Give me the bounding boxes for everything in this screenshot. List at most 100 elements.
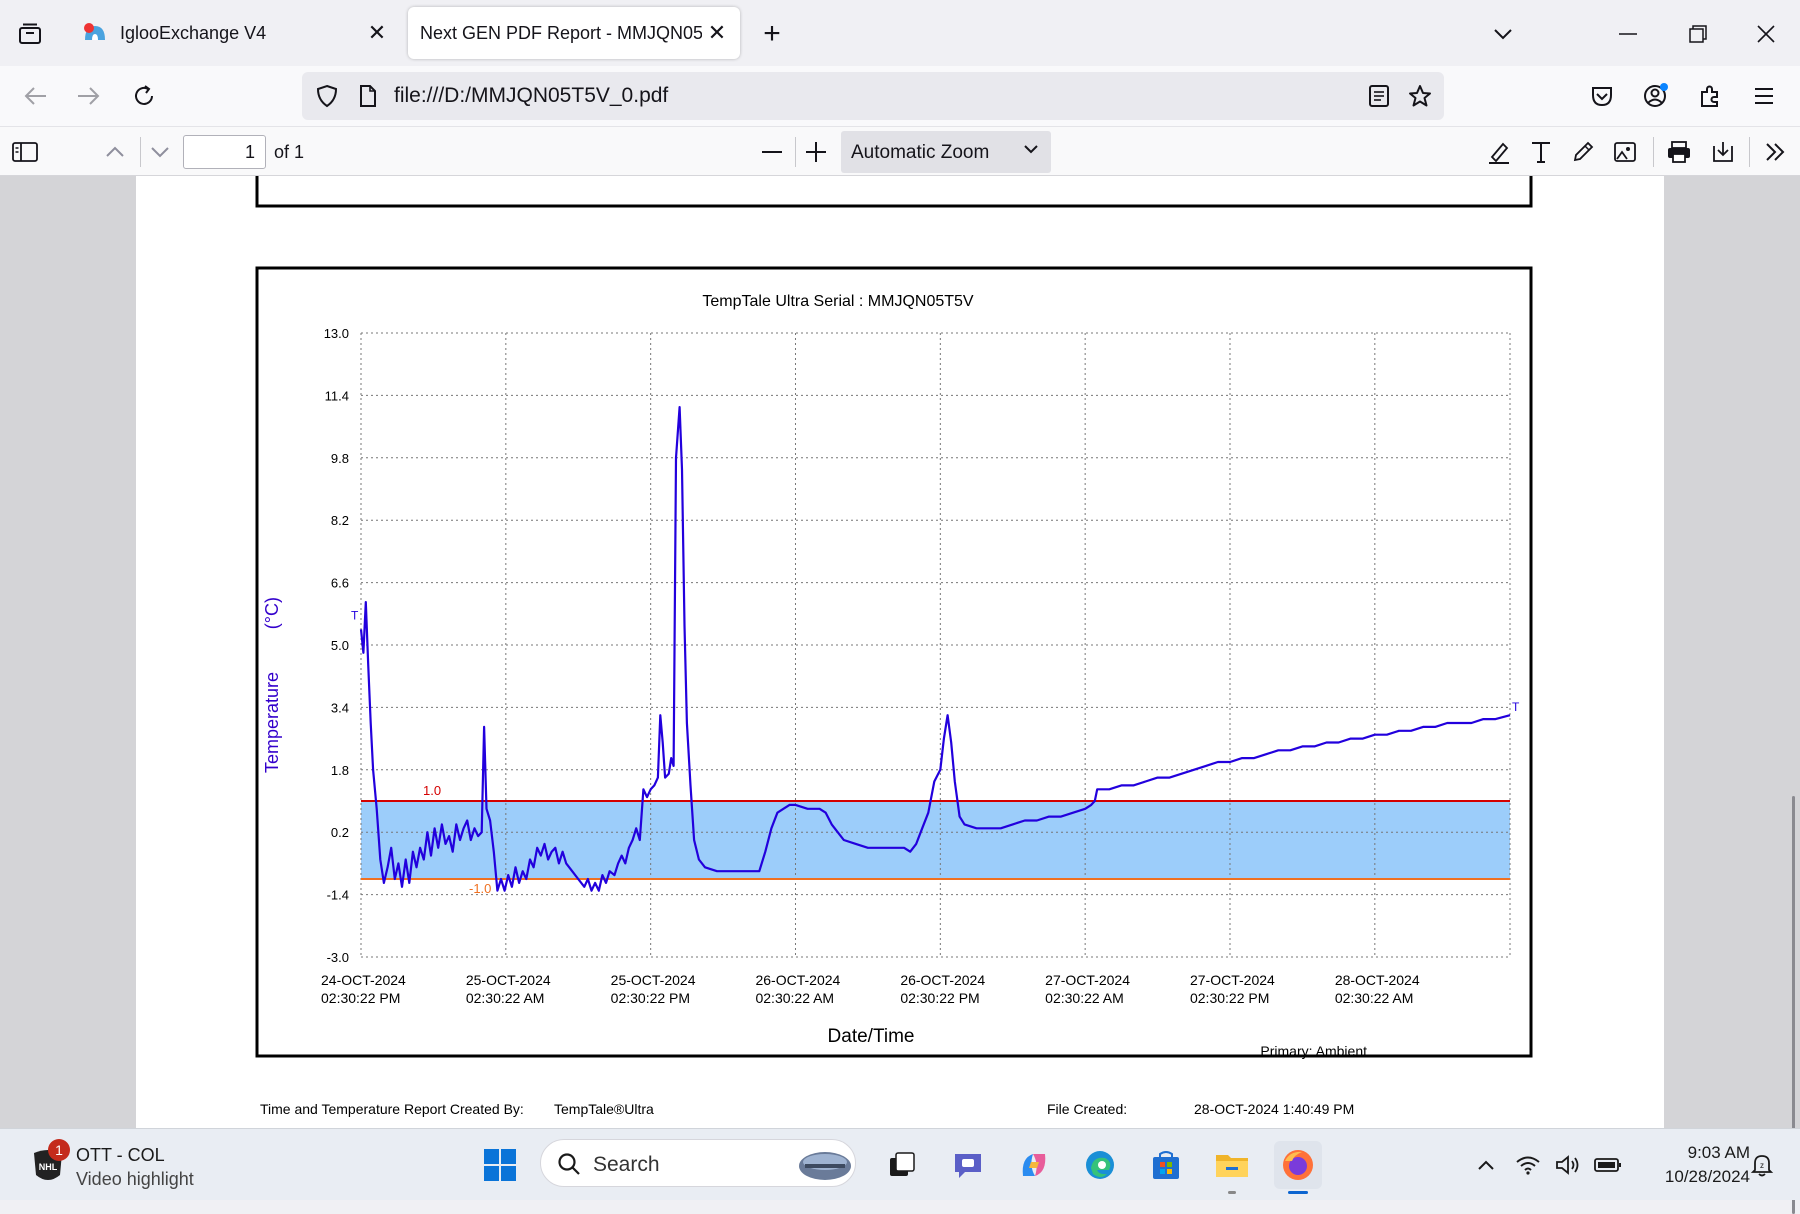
close-window-button[interactable] (1744, 14, 1788, 54)
minimize-icon (1619, 33, 1637, 35)
y-tick-label: 11.4 (325, 388, 349, 403)
y-tick-label: 1.8 (331, 763, 349, 778)
task-view-icon (890, 1152, 915, 1176)
x-tick-label: 02:30:22 AM (755, 990, 834, 1006)
sidebar-icon (12, 142, 38, 162)
reader-view-icon[interactable] (1368, 84, 1390, 108)
url-text[interactable]: file:///D:/MMJQN05T5V_0.pdf (394, 84, 669, 107)
print-button[interactable] (1662, 135, 1696, 169)
x-tick-label: 02:30:22 AM (466, 990, 545, 1006)
x-tick-label: 26-OCT-2024 (900, 972, 985, 988)
file-icon (360, 85, 376, 107)
previous-page-button[interactable] (98, 135, 132, 169)
temperature-series-line (359, 406, 1511, 892)
tools-menu-button[interactable] (1758, 135, 1792, 169)
search-placeholder: Search (593, 1153, 660, 1176)
y-axis-unit-label: (°C) (262, 597, 282, 629)
wifi-button[interactable] (1508, 1141, 1548, 1189)
chart-frame (255, 266, 1533, 1058)
x-tick-label: 02:30:22 PM (1190, 990, 1269, 1006)
download-icon (1713, 142, 1733, 162)
x-tick-label: 02:30:22 AM (1335, 990, 1414, 1006)
news-title: OTT - COL (76, 1145, 165, 1165)
x-tick-label: 02:30:22 PM (900, 990, 979, 1006)
show-hidden-icons-button[interactable] (1462, 1141, 1510, 1189)
draw-button[interactable] (1566, 135, 1600, 169)
battery-button[interactable] (1588, 1141, 1628, 1189)
acceptable-range-band (361, 801, 1510, 879)
news-badge: 1 (48, 1139, 70, 1161)
news-widget[interactable]: NHL 1 OTT - COL Video highlight (30, 1139, 230, 1191)
tab-close-icon[interactable]: ✕ (707, 20, 727, 45)
highlighter-icon (1489, 142, 1509, 164)
tab-close-icon[interactable]: ✕ (367, 20, 387, 45)
tab-list-button[interactable] (12, 18, 48, 50)
edge-button[interactable] (1076, 1141, 1124, 1189)
account-button[interactable] (1636, 76, 1676, 116)
bookmark-star-icon[interactable] (1408, 84, 1432, 108)
extensions-button[interactable] (1690, 76, 1730, 116)
add-image-button[interactable] (1608, 135, 1642, 169)
address-bar[interactable]: file:///D:/MMJQN05T5V_0.pdf (302, 72, 1444, 120)
new-tab-button[interactable]: + (763, 17, 781, 50)
notifications-button[interactable]: z (1742, 1141, 1782, 1189)
tab-pdf-report[interactable]: Next GEN PDF Report - MMJQN05T5V_0.pdf ✕ (408, 7, 740, 59)
restore-button[interactable] (1676, 14, 1720, 54)
page-count: of 1 (274, 142, 305, 162)
zoom-out-button[interactable] (755, 135, 789, 169)
image-icon (1614, 142, 1636, 162)
temperature-chart: 13.0 11.4 9.8 8.2 6.6 5.0 3.4 1.8 0.2 -1.4 -3.0 24-… (255, 176, 1533, 1117)
sidebar-toggle-button[interactable] (8, 135, 42, 169)
highlight-button[interactable] (1482, 135, 1516, 169)
app-menu-button[interactable] (1744, 76, 1784, 116)
task-view-button[interactable] (878, 1141, 926, 1189)
next-page-button[interactable] (143, 135, 177, 169)
x-tick-label: 28-OCT-2024 (1335, 972, 1420, 988)
svg-text:NHL: NHL (39, 1162, 58, 1172)
zoom-in-button[interactable] (799, 135, 833, 169)
tab-strip: IglooExchange V4 ✕ Next GEN PDF Report -… (0, 0, 1800, 66)
created-by-label: Time and Temperature Report Created By: (260, 1101, 524, 1117)
y-tick-label: 5.0 (331, 638, 349, 653)
firefox-button[interactable] (1274, 1141, 1322, 1194)
zoom-select[interactable]: Automatic Zoom (841, 131, 1051, 173)
minus-icon (762, 151, 782, 153)
x-tick-label: 27-OCT-2024 (1190, 972, 1275, 988)
x-tick-label: 27-OCT-2024 (1045, 972, 1130, 988)
speaker-icon (1556, 1155, 1579, 1175)
pocket-button[interactable] (1582, 76, 1622, 116)
pdf-viewer: 13.0 11.4 9.8 8.2 6.6 5.0 3.4 1.8 0.2 -1.4 -3.0 24-… (0, 176, 1800, 1214)
edge-browser-icon (1086, 1151, 1114, 1179)
copilot-button[interactable] (1010, 1141, 1058, 1189)
taskbar-search-box[interactable]: Search (540, 1139, 856, 1187)
firefox-icon (1283, 1150, 1313, 1180)
minimize-button[interactable] (1606, 14, 1650, 54)
tab-iglooexchange[interactable]: IglooExchange V4 ✕ (70, 7, 400, 59)
shield-icon[interactable] (316, 84, 338, 108)
battery-icon (1594, 1158, 1621, 1172)
text-button[interactable] (1524, 135, 1558, 169)
reload-icon (135, 85, 153, 105)
tab-list-icon (19, 23, 41, 44)
clock-time: 9:03 AM (1687, 1143, 1750, 1162)
system-clock[interactable]: 9:03 AM 10/28/2024 (1630, 1141, 1750, 1189)
file-explorer-button[interactable] (1208, 1141, 1256, 1194)
reload-button[interactable] (124, 76, 164, 116)
restore-icon (1689, 25, 1707, 43)
back-button[interactable] (16, 76, 56, 116)
vertical-scrollbar[interactable] (1792, 796, 1795, 1214)
list-all-tabs-button[interactable] (1481, 14, 1525, 54)
volume-button[interactable] (1548, 1141, 1588, 1189)
zoom-select-label: Automatic Zoom (851, 142, 990, 163)
store-button[interactable] (1142, 1141, 1190, 1189)
y-tick-label: 3.4 (331, 700, 349, 715)
page-number-input[interactable]: 1 (183, 135, 266, 169)
forward-button[interactable] (68, 76, 108, 116)
close-icon (1757, 25, 1775, 43)
start-button[interactable] (476, 1141, 524, 1189)
taskbar: NHL 1 OTT - COL Video highlight Search (0, 1128, 1800, 1200)
x-axis-label: Date/Time (828, 1026, 915, 1047)
save-button[interactable] (1706, 135, 1740, 169)
x-tick-label: 02:30:22 PM (321, 990, 400, 1006)
teams-button[interactable] (944, 1141, 992, 1189)
